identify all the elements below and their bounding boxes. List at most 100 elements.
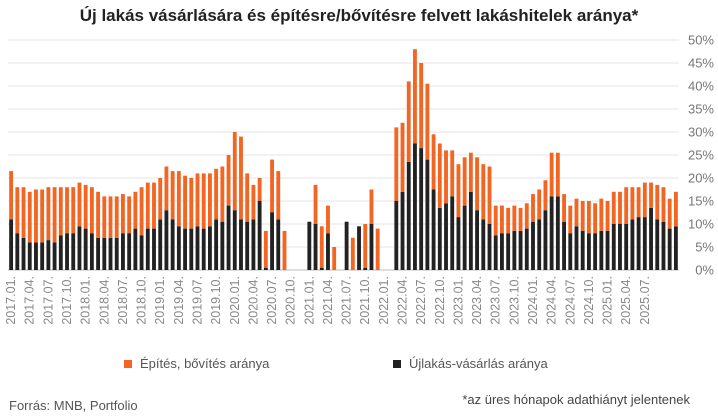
- bar-build: [524, 203, 529, 229]
- bar-newhome: [133, 228, 138, 270]
- bar-newhome: [15, 233, 20, 270]
- bar-build: [624, 187, 629, 224]
- bar-newhome: [276, 219, 281, 270]
- bar-build: [593, 203, 598, 234]
- bar-build: [201, 173, 206, 229]
- bar-build: [46, 187, 51, 241]
- bar-build: [245, 173, 250, 222]
- y-tick-label: 50%: [688, 33, 714, 48]
- bar-newhome: [164, 210, 169, 270]
- bar-newhome: [655, 219, 660, 270]
- bar-newhome: [145, 228, 150, 270]
- bar-newhome: [270, 212, 274, 270]
- bar-build: [580, 201, 585, 231]
- x-tick-label: 2022.07.: [414, 276, 428, 325]
- bar-newhome: [586, 233, 591, 270]
- bar-newhome: [46, 240, 51, 270]
- x-tick-label: 2017.07.: [41, 276, 55, 325]
- bar-build: [332, 247, 337, 270]
- bar-build: [481, 164, 486, 220]
- bar-newhome: [344, 221, 349, 270]
- bar-build: [462, 157, 467, 206]
- bar-build: [506, 207, 511, 234]
- bar-build: [40, 189, 45, 243]
- bar-build: [642, 182, 647, 218]
- bar-newhome: [642, 217, 647, 270]
- bar-build: [655, 184, 660, 220]
- x-tick-label: 2024.04.: [545, 276, 559, 325]
- bar-newhome: [580, 230, 585, 270]
- bar-newhome: [263, 267, 268, 270]
- x-axis: 2017.01. 2017.04. 2017.07. 2017.10. 2018.01.…: [4, 276, 652, 325]
- bar-newhome: [220, 221, 225, 270]
- legend-label-build: Építés, bővítés aránya: [140, 356, 270, 371]
- bar-newhome: [593, 233, 598, 270]
- bar-newhome: [524, 228, 529, 270]
- x-tick-label: 2018.10.: [135, 276, 149, 325]
- bar-newhome: [568, 233, 573, 270]
- bar-build: [537, 189, 542, 220]
- bar-build: [555, 152, 560, 197]
- bar-build: [636, 187, 641, 218]
- x-tick-label: 2023.10.: [507, 276, 521, 325]
- x-tick-label: 2021.04.: [321, 276, 335, 325]
- bar-newhome: [425, 159, 430, 270]
- x-tick-label: 2019.07.: [190, 276, 204, 325]
- y-tick-label: 20%: [688, 171, 714, 186]
- bar-build: [574, 198, 579, 227]
- bar-newhome: [437, 207, 442, 270]
- bar-newhome: [232, 210, 237, 270]
- bar-build: [152, 182, 156, 229]
- bar-newhome: [599, 230, 604, 270]
- bar-newhome: [183, 228, 187, 270]
- bar-newhome: [531, 221, 535, 270]
- bar-newhome: [114, 237, 119, 270]
- bar-build: [419, 63, 424, 149]
- bar-build: [276, 171, 281, 220]
- bar-newhome: [152, 228, 156, 270]
- bar-newhome: [431, 189, 436, 270]
- bar-build: [518, 207, 523, 231]
- y-tick-label: 40%: [688, 79, 714, 94]
- bar-newhome: [89, 233, 94, 270]
- bar-build: [232, 132, 237, 211]
- x-tick-label: 2017.04.: [23, 276, 37, 325]
- bar-build: [83, 184, 88, 229]
- x-tick-label: 2024.07.: [563, 276, 577, 325]
- bar-newhome: [462, 205, 467, 270]
- bar-build: [226, 155, 231, 206]
- bar-newhome: [251, 219, 256, 270]
- bar-newhome: [363, 267, 368, 270]
- bar-newhome: [481, 219, 486, 270]
- bar-newhome: [549, 196, 554, 270]
- x-tick-label: 2020.01.: [228, 276, 242, 325]
- bar-newhome: [102, 237, 107, 270]
- bar-series: [9, 49, 678, 270]
- bar-build: [450, 150, 455, 197]
- bar-build: [468, 152, 473, 192]
- bar-newhome: [21, 237, 26, 270]
- bar-newhome: [71, 233, 76, 270]
- bar-build: [673, 191, 678, 227]
- bar-newhome: [555, 196, 560, 270]
- y-tick-label: 5%: [695, 240, 714, 255]
- bar-build: [158, 178, 163, 220]
- bar-newhome: [562, 221, 566, 270]
- x-tick-label: 2025.04.: [619, 276, 633, 325]
- x-tick-label: 2025.01.: [601, 276, 615, 325]
- bar-build: [605, 201, 610, 231]
- bar-newhome: [543, 210, 548, 270]
- x-tick-label: 2025.07.: [638, 276, 652, 325]
- x-tick-label: 2023.01.: [451, 276, 465, 325]
- bar-build: [363, 224, 368, 268]
- bar-build: [413, 49, 417, 144]
- bar-build: [487, 166, 492, 224]
- bar-newhome: [618, 224, 622, 270]
- x-tick-label: 2020.04.: [246, 276, 260, 325]
- x-tick-label: 2019.10.: [209, 276, 223, 325]
- bar-build: [667, 198, 672, 229]
- bar-build: [133, 191, 138, 229]
- x-tick-label: 2019.04.: [172, 276, 186, 325]
- bar-build: [630, 187, 635, 220]
- bar-newhome: [394, 201, 399, 270]
